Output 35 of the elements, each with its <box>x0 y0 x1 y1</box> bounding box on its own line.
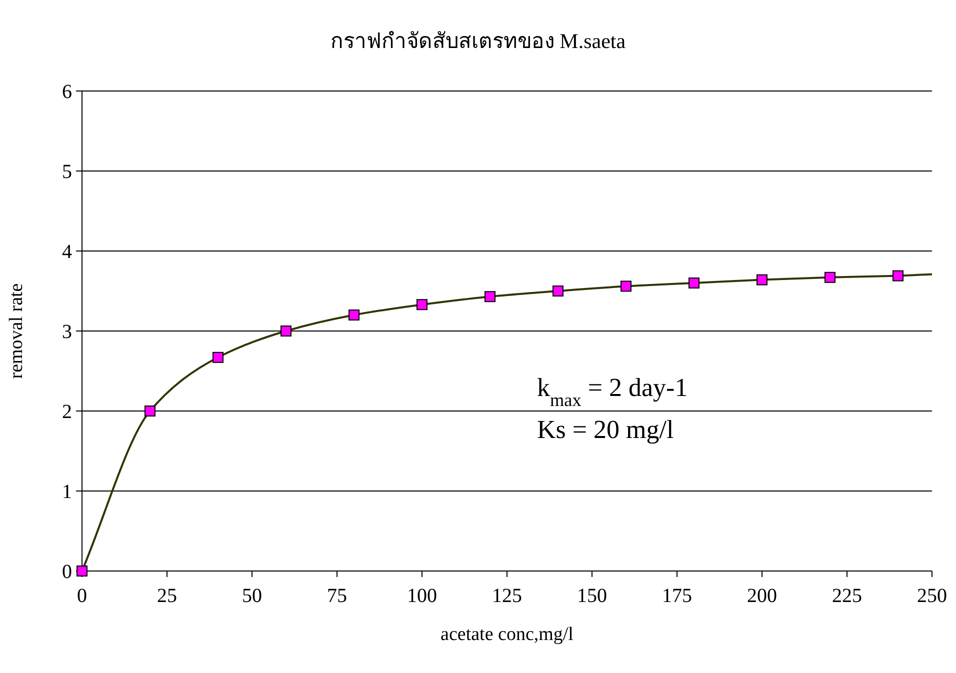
x-tick-label: 200 <box>747 585 777 607</box>
point <box>280 326 292 336</box>
point <box>688 278 700 288</box>
chart-title: กราฟกำจัดสับสเตรทของ M.saeta <box>330 29 626 53</box>
point <box>552 286 564 296</box>
point <box>416 299 428 310</box>
y-tick-label: 4 <box>62 241 72 263</box>
point <box>892 270 904 282</box>
y-tick-label: 5 <box>62 161 72 183</box>
x-tick-label: 175 <box>662 585 692 607</box>
point <box>824 272 836 283</box>
x-tick-label: 0 <box>77 585 87 607</box>
point <box>212 352 224 363</box>
point <box>756 274 768 286</box>
y-tick-label: 1 <box>62 481 72 503</box>
point <box>348 310 360 320</box>
y-tick-label: 2 <box>62 401 72 423</box>
y-axis-title: removal rate <box>6 283 27 379</box>
point <box>144 406 156 416</box>
y-tick-label: 0 <box>62 561 72 583</box>
x-tick-label: 225 <box>832 585 862 607</box>
x-tick-label: 250 <box>917 585 947 607</box>
x-tick-label: 25 <box>157 585 177 607</box>
x-tick-label: 100 <box>407 585 437 607</box>
annotation: Ks = 20 mg/l <box>537 415 674 444</box>
x-tick-label: 150 <box>577 585 607 607</box>
x-tick-label: 50 <box>242 585 262 607</box>
x-axis-title: acetate conc,mg/l <box>440 624 574 645</box>
x-tick-label: 125 <box>492 585 522 607</box>
point <box>620 280 632 292</box>
x-tick-label: 75 <box>327 585 347 607</box>
point <box>484 291 496 302</box>
y-tick-label: 6 <box>62 81 72 103</box>
y-tick-label: 3 <box>62 321 72 343</box>
annotation: k$_{max}$ = 2 day-1 <box>537 373 688 410</box>
